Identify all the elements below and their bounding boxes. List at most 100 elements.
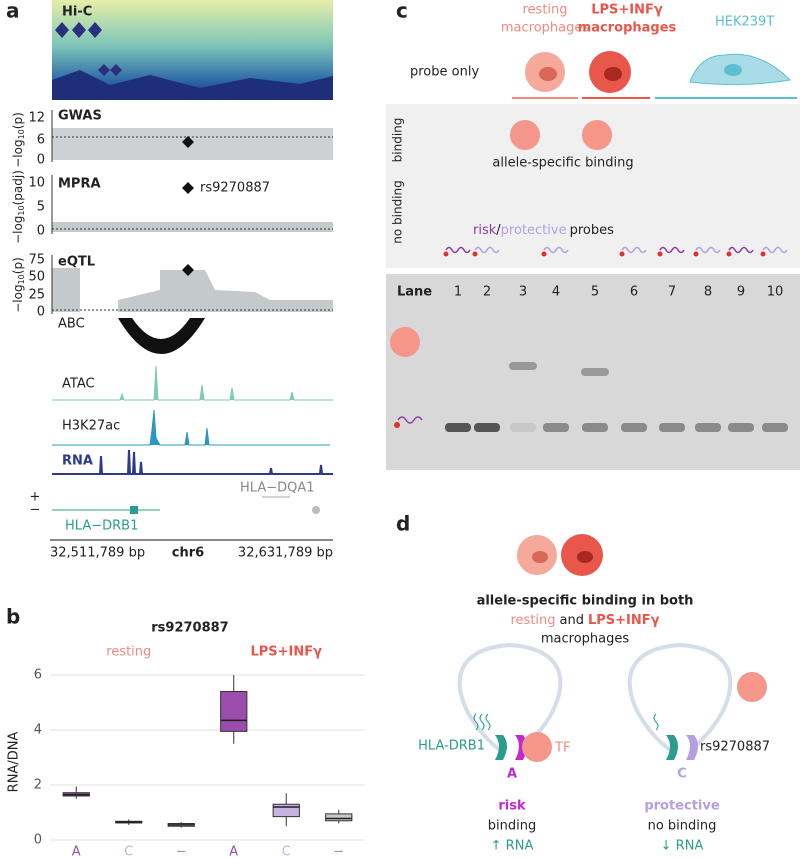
- box: [220, 691, 248, 732]
- y-tick-label: 0: [37, 305, 45, 320]
- lead-snp: [182, 182, 194, 194]
- panel-label: d: [396, 512, 410, 536]
- y-axis-label: RNA/DNA: [7, 732, 22, 793]
- abc-label: ABC: [58, 317, 85, 332]
- y-axis-label: −log10(p): [11, 257, 26, 313]
- text-part: risk: [473, 223, 497, 238]
- gene-model: [130, 506, 138, 514]
- text-part: 10: [17, 274, 26, 284]
- gel-band: [695, 423, 721, 432]
- gel-band: [474, 423, 500, 432]
- coord-label: chr6: [172, 546, 204, 561]
- x-tick-label: A: [72, 845, 81, 859]
- box: [272, 803, 300, 818]
- snp-label: rs9270887: [200, 181, 270, 196]
- track-label: ATAC: [62, 377, 95, 392]
- gel-band: [510, 423, 536, 432]
- probe-icon: [472, 251, 478, 257]
- y-tick-label: 0: [34, 833, 42, 848]
- lead-snp: [182, 264, 194, 276]
- cell-icon: [510, 120, 540, 150]
- lane-number: 1: [454, 285, 462, 300]
- probe-icon: [474, 246, 500, 254]
- y-tick-label: 5: [37, 200, 45, 215]
- track-title: GWAS: [58, 109, 102, 124]
- lane-number: 9: [737, 285, 745, 300]
- probe-only-label: probe only: [410, 65, 479, 80]
- tf-label: TF: [554, 741, 570, 756]
- hic-map: [52, 70, 333, 100]
- cell-icon: [724, 64, 742, 76]
- cell-icon: [539, 67, 557, 81]
- text-part: resting: [510, 613, 555, 628]
- mpra-points: [52, 222, 333, 232]
- text-part: −log: [11, 284, 25, 312]
- gene-label: HLA−DRB1: [65, 519, 138, 534]
- y-tick-label: 12: [28, 111, 45, 126]
- probe-icon: [657, 251, 663, 257]
- hic-label: Hi-C: [62, 5, 92, 20]
- text-part: (p): [11, 257, 25, 274]
- outcome-label: binding: [488, 819, 536, 834]
- rna-track: [52, 449, 333, 475]
- probe-icon: [397, 416, 423, 424]
- transcript-icon: [653, 713, 659, 731]
- condition-label: macrophages: [578, 21, 677, 36]
- probe-icon: [728, 246, 754, 254]
- x-tick-label: C: [124, 845, 133, 859]
- tf-icon: [737, 672, 767, 702]
- gwas-points: [52, 128, 333, 160]
- condition-label: HEK239T: [715, 15, 774, 30]
- x-tick-label: −: [333, 845, 344, 859]
- lane-number: 4: [552, 285, 560, 300]
- tf-icon: [522, 732, 552, 762]
- outcome-label: no binding: [648, 819, 717, 834]
- x-tick-label: A: [229, 845, 238, 859]
- chart-title: rs9270887: [151, 621, 228, 636]
- y-tick-label: 25: [28, 288, 45, 303]
- gel-band: [762, 423, 788, 432]
- caption: macrophages: [541, 632, 629, 647]
- y-axis-label: −log10(padj): [11, 170, 26, 244]
- track-title: eQTL: [58, 255, 95, 270]
- gel-band: [581, 368, 609, 376]
- text-part: LPS+INFγ: [588, 613, 660, 628]
- y-tick-label: 6: [37, 133, 45, 148]
- cell-icon: [390, 327, 420, 357]
- condition-label: macrophages: [501, 21, 589, 36]
- gel-band: [445, 423, 471, 432]
- y-tick-label: 6: [34, 668, 42, 683]
- panel-label: c: [396, 0, 408, 23]
- row-label: no binding: [391, 180, 405, 244]
- snp-region: [686, 735, 698, 760]
- gel-band: [621, 423, 647, 432]
- strand-label: −: [30, 503, 41, 518]
- lane-number: 6: [630, 285, 638, 300]
- cell-icon: [582, 120, 612, 150]
- panel-label: b: [6, 605, 20, 629]
- track-label: H3K27ac: [62, 419, 120, 434]
- lane-number: 8: [704, 285, 712, 300]
- allele-label: C: [677, 767, 687, 782]
- gel-band: [543, 423, 569, 432]
- lane-number: 2: [483, 285, 491, 300]
- dna-loop: [627, 642, 733, 752]
- condition-label: LPS+INFγ: [591, 3, 663, 18]
- text-part: and: [560, 613, 584, 628]
- y-tick-label: 0: [37, 224, 45, 239]
- probe-icon: [659, 246, 685, 254]
- probe-icon: [760, 251, 766, 257]
- y-tick-label: 4: [34, 723, 42, 738]
- probe-legend: risk/protective probes: [473, 223, 614, 238]
- cell-icon: [532, 551, 548, 563]
- coord-label: 32,631,789 bp: [238, 546, 333, 561]
- text-part: −log: [11, 139, 25, 167]
- outcome-label: risk: [498, 799, 526, 814]
- x-tick-label: C: [282, 845, 291, 859]
- y-tick-label: 50: [28, 270, 45, 285]
- text-part: (p): [11, 112, 25, 129]
- lead-snp: [182, 136, 194, 148]
- probe-icon: [695, 246, 721, 254]
- cell-icon: [604, 67, 622, 81]
- probe-icon: [621, 246, 647, 254]
